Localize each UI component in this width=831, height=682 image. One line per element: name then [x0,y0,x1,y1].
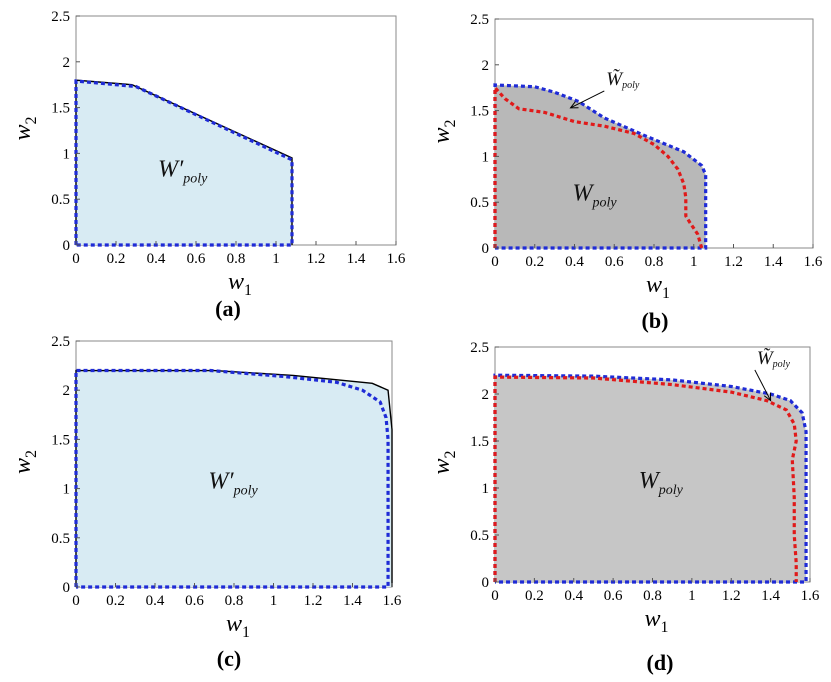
y-axis-label: w2 [429,450,459,474]
y-tick-label: 0 [482,575,490,591]
feasible-region-fill [495,84,706,249]
chart-panel-4: 0 0.2 0.4 0.6 0.8 1 1.2 1.4 1.6 0 0.5 1 1.5 2 2.5 w1 w2 W… [429,340,820,675]
y-tick-label: 0 [63,238,71,254]
x-tick-label: 1.4 [347,251,366,267]
x-tick-label: 1.2 [304,593,323,609]
x-tick-label: 0.4 [565,254,584,270]
chart-panel-1: 0 0.2 0.4 0.6 0.8 1 1.2 1.4 1.600.511.522.5w1w2W… [10,9,406,321]
x-tick-label: 0.2 [525,588,544,604]
y-tick-label: 2.5 [470,340,489,356]
x-tick-label: 0.4 [147,251,166,267]
y-tick-label: 1.5 [51,101,70,117]
x-tick-label: 1.4 [343,593,362,609]
y-tick-label: 0 [482,241,490,257]
y-tick-label: 1.5 [470,104,489,120]
x-tick-label: 1 [270,593,278,609]
x-tick-label: 1.6 [801,588,820,604]
y-tick-label: 0.5 [51,192,70,208]
y-tick-label: 1.5 [51,432,70,448]
y-tick-label: 0.5 [470,528,489,544]
x-tick-label: 0 [72,251,80,267]
x-tick-label: 0.6 [605,254,624,270]
x-tick-label: 0.2 [106,593,125,609]
annotation-label: W̃poly [757,348,791,370]
x-tick-label: 1 [688,588,696,604]
x-axis-label: w1 [226,611,250,641]
x-tick-label: 0.6 [187,251,206,267]
y-tick-label: 1 [63,146,71,162]
series-blue-dashed [493,83,708,250]
y-tick-label: 2 [63,55,71,71]
x-tick-label: 1.6 [387,251,406,267]
y-tick-label: 1.5 [470,434,489,450]
series-red-dashed [493,375,798,582]
y-tick-label: 2.5 [470,12,489,28]
series-blue-dashed [493,373,808,584]
panel-caption: (d) [647,650,674,675]
x-tick-label: 1.4 [761,588,780,604]
chart-panel-2: 0 0.2 0.4 0.6 0.8 1 1.2 1.4 1.6 0 0.5 1 1.5 2 2.5 w1 w2 W… [429,12,823,333]
x-tick-label: 1.6 [804,254,823,270]
x-axis-label: w1 [228,269,252,299]
y-tick-label: 0 [63,580,71,596]
x-axis-label: w1 [646,272,670,302]
x-tick-label: 0.2 [525,254,544,270]
x-tick-label: 1.2 [724,254,743,270]
annotation-arrowhead [569,101,579,109]
x-tick-label: 0.6 [185,593,204,609]
series-blue-dashed [74,368,390,589]
series-blue-dashed [74,79,294,247]
x-tick-label: 1 [690,254,698,270]
x-tick-label: 0.8 [643,588,662,604]
y-tick-label: 2 [482,387,490,403]
chart-panel-3: 0 0.2 0.4 0.6 0.8 1 1.2 1.4 1.600.511.522.5w1w2W… [10,334,402,671]
x-tick-label: 1.2 [307,251,326,267]
x-tick-label: 0 [491,588,499,604]
panel-caption: (c) [217,646,241,671]
y-axis-label: w2 [429,119,459,143]
y-tick-label: 2 [63,383,71,399]
y-tick-label: 2.5 [51,9,70,25]
x-tick-label: 0 [72,593,80,609]
x-tick-label: 1 [272,251,280,267]
annotation-label: W̃poly [606,69,640,91]
x-tick-label: 0.4 [564,588,583,604]
x-tick-label: 0.6 [604,588,623,604]
x-tick-label: 0.8 [225,593,244,609]
feasible-region-fill [495,375,807,582]
y-tick-label: 1 [482,149,490,165]
y-tick-label: 1 [482,481,490,497]
x-tick-label: 0.8 [645,254,664,270]
x-tick-label: 1.6 [383,593,402,609]
y-tick-label: 1 [63,482,71,498]
y-tick-label: 2.5 [51,334,70,350]
y-axis-label: w2 [10,450,40,474]
feasible-region-fill [76,80,292,246]
x-tick-label: 0 [491,254,499,270]
x-tick-label: 0.2 [107,251,126,267]
x-tick-label: 1.2 [722,588,741,604]
annotation-arrow [754,369,772,401]
x-axis-label: w1 [645,606,669,636]
annotation-arrow [570,90,605,109]
panel-caption: (b) [642,308,669,333]
x-tick-label: 1.4 [764,254,783,270]
y-tick-label: 0.5 [51,531,70,547]
panel-caption: (a) [215,296,241,321]
x-tick-label: 0.8 [227,251,246,267]
y-tick-label: 2 [482,58,490,74]
x-tick-label: 0.4 [146,593,165,609]
annotation-arrowhead [763,392,772,402]
y-tick-label: 0.5 [470,195,489,211]
y-axis-label: w2 [10,116,40,140]
feasible-region-fill [76,370,392,587]
